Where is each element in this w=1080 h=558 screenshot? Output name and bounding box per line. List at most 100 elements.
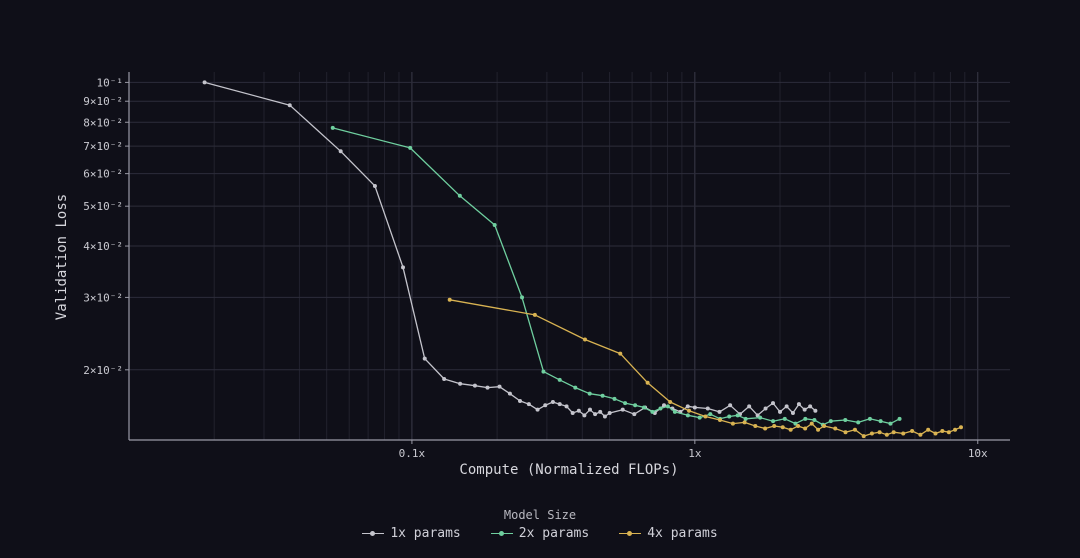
- data-point: [770, 401, 775, 406]
- data-point: [926, 427, 931, 432]
- data-point: [884, 432, 889, 437]
- data-point: [492, 222, 497, 227]
- data-point: [550, 400, 555, 405]
- legend-item-2x[interactable]: 2x params: [490, 526, 589, 541]
- data-point: [771, 419, 776, 424]
- data-point: [692, 405, 697, 410]
- data-point: [598, 409, 603, 414]
- data-point: [526, 402, 531, 407]
- data-point: [641, 405, 646, 410]
- data-point: [763, 426, 768, 431]
- x-tick-labels: 0.1x 1x 10x: [399, 447, 988, 460]
- data-point: [828, 419, 833, 424]
- data-point: [697, 415, 702, 420]
- x-tick-label: 0.1x: [399, 447, 426, 460]
- data-point: [532, 312, 537, 317]
- validation-loss-chart: 0.1x 1x 10x 10⁻¹ 9×10⁻² 8×10⁻² 7×10⁻² 6×10⁻² 5×…: [54, 72, 1010, 478]
- data-point: [796, 424, 801, 429]
- data-point: [582, 337, 587, 342]
- data-point: [940, 428, 945, 433]
- data-point: [867, 416, 872, 421]
- data-point: [202, 80, 207, 85]
- data-point: [763, 406, 768, 411]
- data-point: [557, 402, 562, 407]
- data-point: [607, 411, 612, 416]
- data-point: [672, 409, 677, 414]
- series-line: [332, 127, 900, 426]
- data-point: [933, 431, 938, 436]
- data-point: [372, 183, 377, 188]
- data-point: [338, 149, 343, 154]
- data-point: [287, 103, 292, 108]
- legend-item-1x[interactable]: 1x params: [362, 526, 461, 541]
- data-point: [803, 426, 808, 431]
- data-point: [727, 414, 732, 419]
- data-point: [891, 430, 896, 435]
- data-point: [587, 407, 592, 412]
- data-point: [758, 415, 763, 420]
- data-point: [520, 295, 525, 300]
- data-point: [661, 403, 666, 408]
- data-point: [803, 416, 808, 421]
- data-point: [946, 430, 951, 435]
- data-point: [564, 404, 569, 409]
- data-point: [582, 413, 587, 418]
- data-point: [888, 421, 893, 426]
- data-point: [593, 412, 598, 417]
- data-point: [620, 407, 625, 412]
- data-point: [877, 430, 882, 435]
- data-point: [717, 417, 722, 422]
- series-1x-params: [202, 80, 818, 419]
- data-point: [587, 391, 592, 396]
- legend-items: 1x params 2x params 4x params: [0, 526, 1080, 541]
- data-point: [623, 401, 628, 406]
- data-point: [602, 414, 607, 419]
- data-point: [782, 416, 787, 421]
- data-point: [869, 431, 874, 436]
- plot-area: [202, 80, 963, 439]
- data-point: [442, 376, 447, 381]
- y-tick-labels: 10⁻¹ 9×10⁻² 8×10⁻² 7×10⁻² 6×10⁻² 5×10⁻² 4×10⁻²…: [83, 76, 123, 376]
- data-point: [852, 427, 857, 432]
- data-point: [861, 434, 866, 439]
- data-point: [472, 383, 477, 388]
- grid-lines: [128, 72, 1010, 440]
- data-point: [687, 408, 692, 413]
- y-axis-label: Validation Loss: [54, 194, 70, 320]
- data-point: [330, 125, 335, 130]
- data-point: [802, 407, 807, 412]
- x-tick-label: 10x: [968, 447, 988, 460]
- data-point: [703, 414, 708, 419]
- y-tick-label: 10⁻¹: [97, 76, 124, 89]
- y-tick-label: 9×10⁻²: [83, 95, 123, 108]
- data-point: [507, 391, 512, 396]
- series-line: [204, 81, 816, 418]
- data-point: [816, 427, 821, 432]
- legend-label-1x: 1x params: [390, 526, 461, 541]
- data-point: [910, 428, 915, 433]
- data-point: [633, 403, 638, 408]
- legend-swatch-4x: [619, 529, 642, 539]
- legend-item-4x[interactable]: 4x params: [619, 526, 718, 541]
- series-2x-params: [330, 125, 902, 427]
- data-point: [784, 404, 789, 409]
- data-point: [790, 411, 795, 416]
- data-point: [457, 193, 462, 198]
- data-point: [541, 369, 546, 374]
- data-point: [843, 430, 848, 435]
- legend-swatch-2x: [490, 529, 513, 539]
- legend-swatch-1x: [362, 529, 385, 539]
- legend: Model Size 1x params 2x params 4x params: [0, 508, 1080, 541]
- y-tick-label: 2×10⁻²: [83, 364, 123, 377]
- data-point: [705, 406, 710, 411]
- y-tick-label: 3×10⁻²: [83, 291, 123, 304]
- data-point: [812, 417, 817, 422]
- data-point: [497, 384, 502, 389]
- data-point: [918, 432, 923, 437]
- data-point: [809, 421, 814, 426]
- data-point: [897, 416, 902, 421]
- data-point: [822, 424, 827, 429]
- data-point: [458, 381, 463, 386]
- x-tick-label: 1x: [688, 447, 702, 460]
- data-point: [843, 417, 848, 422]
